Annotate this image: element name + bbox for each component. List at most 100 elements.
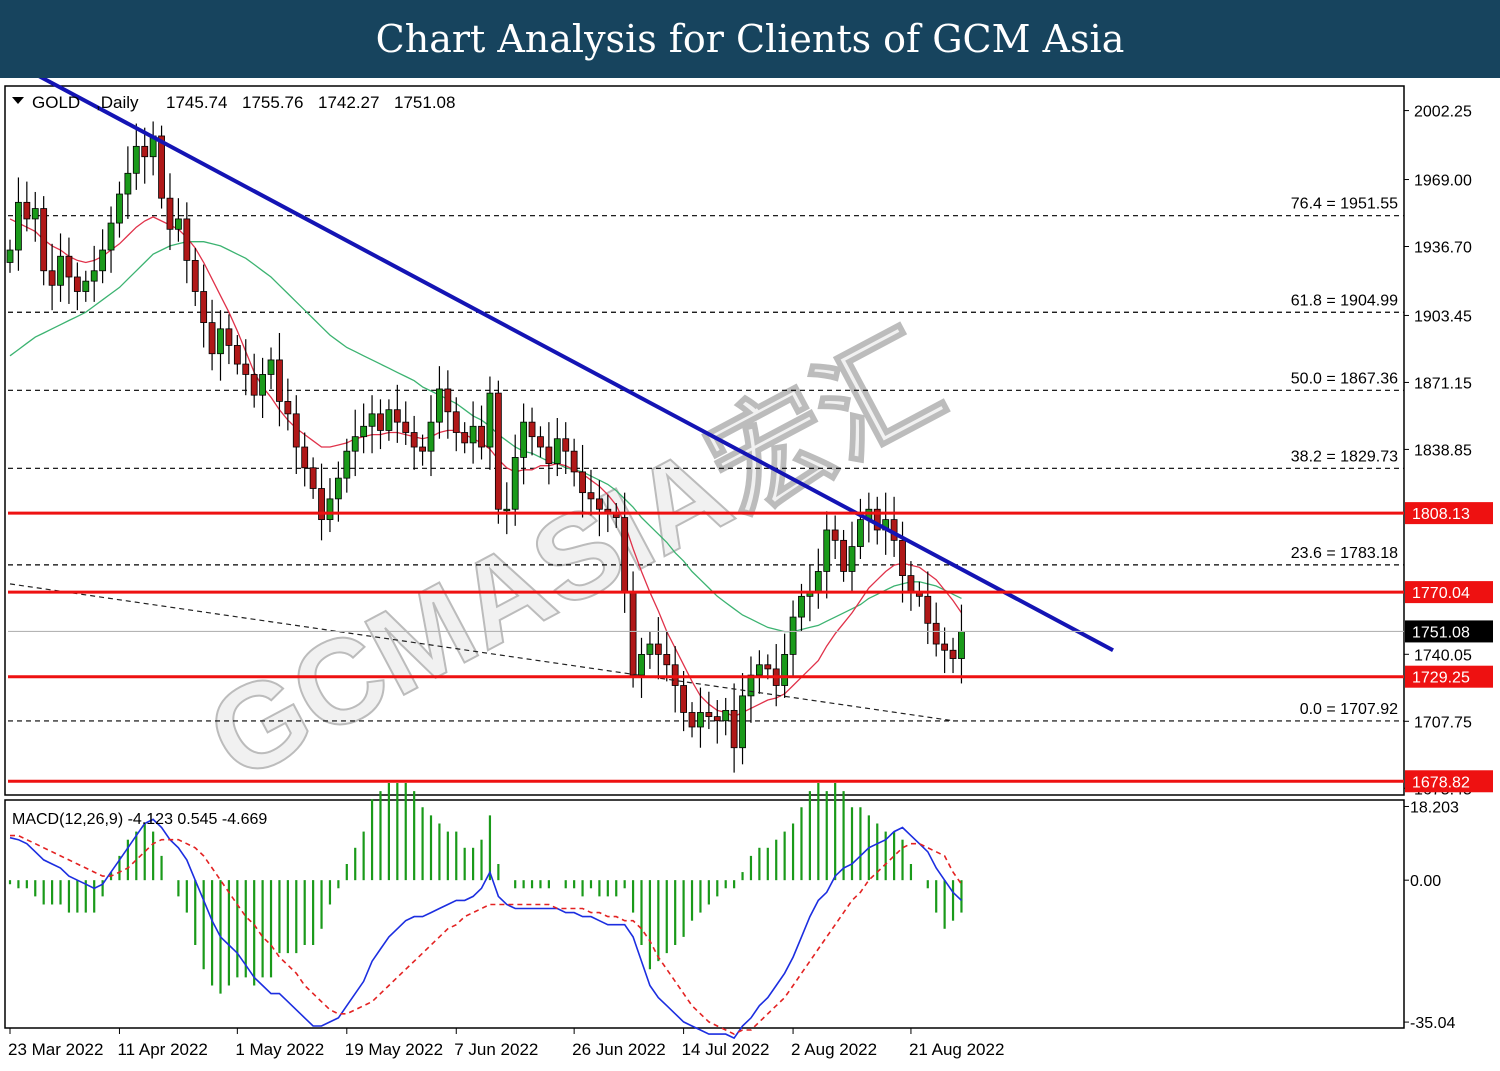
ohlc-low: 1742.27	[318, 93, 379, 112]
candle	[857, 498, 864, 560]
candle-body	[217, 328, 224, 355]
candle	[840, 529, 847, 582]
candle	[318, 463, 325, 541]
candle-body	[545, 446, 553, 465]
candle-body	[23, 201, 31, 220]
candle	[377, 399, 384, 450]
trend-lines	[9, 78, 1114, 722]
candle-body	[368, 413, 376, 427]
time-tick-label: 14 Jul 2022	[682, 1040, 770, 1059]
level-badge-label: 1808.13	[1412, 506, 1470, 523]
candle-body	[697, 712, 704, 728]
candle-body	[638, 654, 645, 676]
candle-body	[941, 643, 949, 651]
candle	[478, 405, 485, 460]
candle	[646, 631, 654, 669]
candle	[494, 380, 502, 524]
candle	[739, 673, 746, 765]
candle	[941, 627, 949, 674]
time-axis: 23 Mar 2022 11 Apr 2022 1 May 2022 19 May 2…	[8, 1028, 1004, 1059]
fibonacci-levels: 76.4 = 1951.55 61.8 = 1904.99 50.0 = 1867.…	[8, 196, 1404, 722]
candle	[360, 403, 368, 454]
candle-body	[680, 685, 687, 713]
price-tick-label: 2002.25	[1414, 104, 1472, 121]
level-badge-label: 1770.04	[1412, 585, 1470, 602]
symbol-label: GOLD	[32, 93, 80, 112]
candle	[132, 123, 140, 190]
candle	[638, 637, 645, 698]
candle	[99, 229, 107, 284]
candle-body	[958, 631, 965, 659]
candle-body	[267, 359, 275, 375]
candle	[393, 384, 401, 443]
level-badge-label: 1729.25	[1412, 670, 1470, 687]
candle-body	[932, 622, 940, 645]
chart-header: GOLD ,Daily 1745.74 1755.76 1742.27 1751…	[12, 93, 455, 112]
candle-body	[705, 712, 713, 718]
candle	[730, 683, 738, 773]
price-tick-label: 1740.05	[1414, 647, 1472, 664]
time-tick-label: 7 Jun 2022	[454, 1040, 538, 1059]
candle	[141, 127, 149, 184]
candle-body	[15, 201, 22, 251]
candle	[545, 422, 553, 485]
candle-body	[899, 539, 906, 577]
candle-body	[208, 322, 216, 355]
candle-body	[747, 674, 755, 697]
candle-body	[200, 291, 208, 324]
candle	[15, 177, 22, 271]
price-tick-label: 1969.00	[1414, 173, 1472, 190]
macd-tick-label: 0.00	[1410, 873, 1441, 890]
candle-body	[427, 421, 435, 452]
candle	[520, 403, 528, 485]
macd-panel	[4, 799, 1405, 1029]
candle	[208, 299, 216, 371]
candle-body	[351, 436, 359, 452]
price-axis: 2002.25 1969.00 1936.70 1903.45 1871.15 1838.…	[1404, 104, 1493, 798]
fib-label: 38.2 = 1829.73	[1291, 448, 1398, 465]
candle-body	[301, 446, 309, 469]
candle	[57, 233, 64, 302]
candle-body	[831, 529, 839, 541]
candle-body	[621, 517, 629, 593]
candle-body	[949, 649, 957, 659]
candle-body	[739, 695, 746, 749]
candle-body	[419, 446, 426, 452]
candle	[528, 407, 536, 456]
candle	[166, 173, 174, 251]
candle-body	[520, 421, 528, 458]
candle	[284, 378, 292, 431]
candle-body	[40, 208, 48, 272]
candle	[899, 521, 906, 603]
candle	[932, 602, 940, 657]
candle	[537, 426, 544, 458]
candlesticks	[6, 121, 965, 773]
candle-body	[377, 413, 384, 431]
candle	[402, 401, 410, 445]
time-tick-label: 26 Jun 2022	[572, 1040, 666, 1059]
candle-body	[166, 197, 174, 230]
candle-body	[452, 411, 460, 433]
candle-body	[503, 508, 511, 512]
candle-body	[116, 193, 123, 224]
level-badge-label: 1678.82	[1412, 774, 1470, 791]
candle-body	[48, 270, 56, 286]
dropdown-triangle-icon[interactable]	[12, 97, 24, 104]
candle	[385, 399, 393, 441]
candle	[671, 646, 679, 713]
candle-body	[587, 492, 595, 500]
candle	[511, 434, 519, 526]
candle	[436, 366, 443, 439]
candle	[587, 469, 595, 516]
candle-body	[326, 498, 334, 521]
time-tick-label: 11 Apr 2022	[117, 1040, 207, 1059]
candle	[663, 631, 671, 682]
candle-body	[393, 409, 401, 423]
candle-body	[764, 664, 772, 670]
candle	[755, 650, 763, 694]
time-tick-label: 1 May 2022	[235, 1040, 324, 1059]
ohlc-high: 1755.76	[242, 93, 303, 112]
candle	[276, 332, 283, 427]
candle	[579, 444, 586, 518]
macd-label: MACD(12,26,9) -4.123 0.545 -4.669	[12, 811, 267, 828]
